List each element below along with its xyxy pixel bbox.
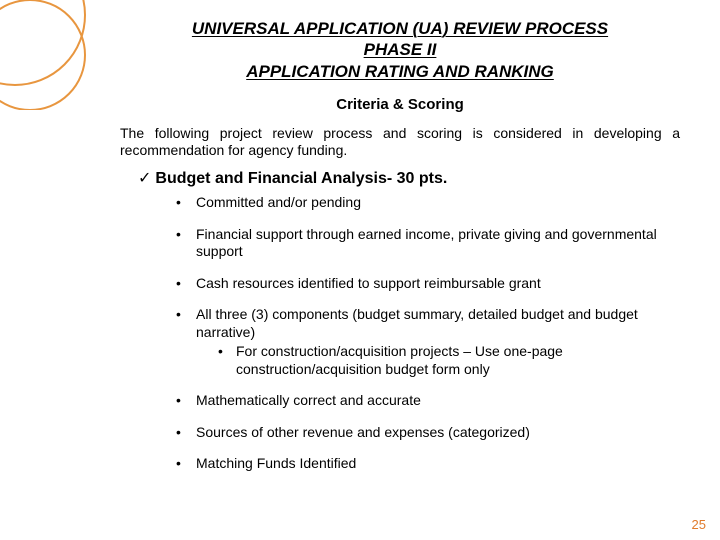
section-heading: ✓Budget and Financial Analysis- 30 pts. bbox=[138, 168, 680, 188]
title-line-2: PHASE II bbox=[364, 40, 437, 59]
list-item-text: All three (3) components (budget summary… bbox=[196, 306, 638, 340]
section-heading-text: Budget and Financial Analysis- 30 pts. bbox=[155, 170, 447, 187]
title-line-3: APPLICATION RATING AND RANKING bbox=[246, 62, 554, 81]
sub-list-item: For construction/acquisition projects – … bbox=[218, 343, 680, 378]
list-item: Cash resources identified to support rei… bbox=[176, 275, 680, 293]
intro-paragraph: The following project review process and… bbox=[120, 125, 680, 159]
list-item: Matching Funds Identified bbox=[176, 455, 680, 473]
slide-subtitle: Criteria & Scoring bbox=[120, 96, 680, 113]
sub-bullet-list: For construction/acquisition projects – … bbox=[218, 343, 680, 378]
list-item-text: Matching Funds Identified bbox=[196, 455, 356, 471]
checkmark-icon: ✓ bbox=[138, 168, 151, 188]
list-item: Financial support through earned income,… bbox=[176, 226, 680, 261]
sub-list-item-text: For construction/acquisition projects – … bbox=[236, 343, 563, 377]
list-item: All three (3) components (budget summary… bbox=[176, 306, 680, 378]
list-item: Mathematically correct and accurate bbox=[176, 392, 680, 410]
list-item: Sources of other revenue and expenses (c… bbox=[176, 424, 680, 442]
list-item-text: Sources of other revenue and expenses (c… bbox=[196, 424, 530, 440]
bullet-list: Committed and/or pending Financial suppo… bbox=[176, 194, 680, 473]
slide-content: UNIVERSAL APPLICATION (UA) REVIEW PROCES… bbox=[0, 0, 720, 497]
list-item-text: Mathematically correct and accurate bbox=[196, 392, 421, 408]
list-item: Committed and/or pending bbox=[176, 194, 680, 212]
list-item-text: Financial support through earned income,… bbox=[196, 226, 657, 260]
title-line-1: UNIVERSAL APPLICATION (UA) REVIEW PROCES… bbox=[192, 19, 608, 38]
page-number: 25 bbox=[692, 517, 706, 532]
slide-title: UNIVERSAL APPLICATION (UA) REVIEW PROCES… bbox=[120, 18, 680, 82]
list-item-text: Committed and/or pending bbox=[196, 194, 361, 210]
list-item-text: Cash resources identified to support rei… bbox=[196, 275, 541, 291]
